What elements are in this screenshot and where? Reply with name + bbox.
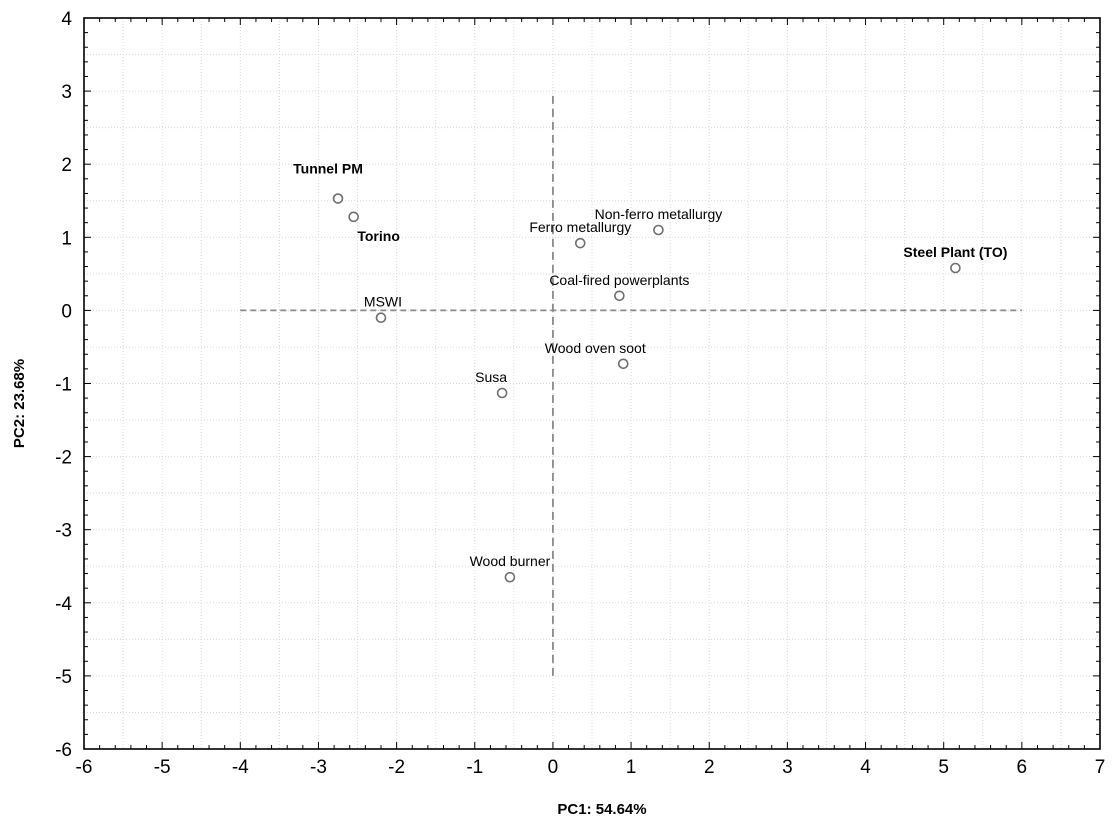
- y-tick-label: -6: [55, 740, 72, 761]
- x-tick-label: 7: [1095, 757, 1106, 778]
- x-tick-label: 1: [626, 757, 637, 778]
- point-label: Steel Plant (TO): [903, 244, 1007, 260]
- x-tick-label: -2: [388, 757, 405, 778]
- point-label: Torino: [357, 228, 400, 244]
- point-label: Non-ferro metallurgy: [595, 206, 723, 222]
- y-tick-labels: -6 -5 -4 -3 -2 -1 0 1 2 3 4: [55, 9, 72, 761]
- y-tick-label: 4: [61, 9, 72, 30]
- x-tick-label: 6: [1017, 757, 1028, 778]
- data-point: [617, 358, 629, 370]
- point-label: MSWI: [364, 294, 402, 310]
- y-tick-label: 3: [61, 82, 72, 103]
- point-label: Coal-fired powerplants: [549, 272, 689, 288]
- x-tick-label: -4: [232, 757, 249, 778]
- y-tick-label: -4: [55, 594, 72, 615]
- data-point: [950, 262, 961, 274]
- x-tick-labels: -6 -5 -4 -3 -2 -1 0 1 2 3 4 5 6 7: [76, 757, 1106, 778]
- point-label: Susa: [475, 369, 507, 385]
- y-axis-title: PC2: 23.68%: [11, 359, 28, 448]
- data-point: [504, 571, 516, 583]
- y-tick-label: -2: [55, 448, 72, 469]
- data-points: [332, 193, 961, 583]
- y-tick-label: -1: [55, 375, 72, 396]
- data-point: [614, 290, 625, 302]
- y-tick-label: 2: [61, 155, 72, 176]
- x-tick-label: 5: [938, 757, 949, 778]
- x-tick-label: -1: [466, 757, 483, 778]
- point-label: Wood burner: [470, 553, 551, 569]
- x-tick-label: 2: [704, 757, 715, 778]
- minor-ticks: [83, 17, 1101, 750]
- x-tick-label: -6: [76, 757, 93, 778]
- y-tick-label: 1: [61, 228, 72, 249]
- data-point: [375, 312, 387, 324]
- point-label: Ferro metallurgy: [529, 219, 631, 235]
- point-label: Wood oven soot: [545, 340, 646, 356]
- x-tick-label: -5: [154, 757, 171, 778]
- data-point: [496, 387, 508, 399]
- data-point: [653, 224, 664, 236]
- point-label: Tunnel PM: [293, 161, 363, 177]
- y-tick-label: -3: [55, 521, 72, 542]
- x-axis-title: PC1: 54.64%: [557, 801, 646, 818]
- data-point: [574, 237, 586, 249]
- x-tick-label: 4: [860, 757, 871, 778]
- x-tick-label: 0: [548, 757, 559, 778]
- data-point: [332, 193, 344, 204]
- point-labels: Tunnel PM Torino MSWI Susa Wood burner Ferro …: [293, 161, 1007, 570]
- grid-lines: [83, 17, 1101, 750]
- x-tick-label: -3: [310, 757, 327, 778]
- reference-lines: [240, 91, 1022, 676]
- data-point: [348, 211, 359, 223]
- x-tick-label: 3: [782, 757, 793, 778]
- y-tick-label: -5: [55, 667, 72, 688]
- y-tick-label: 0: [61, 301, 72, 322]
